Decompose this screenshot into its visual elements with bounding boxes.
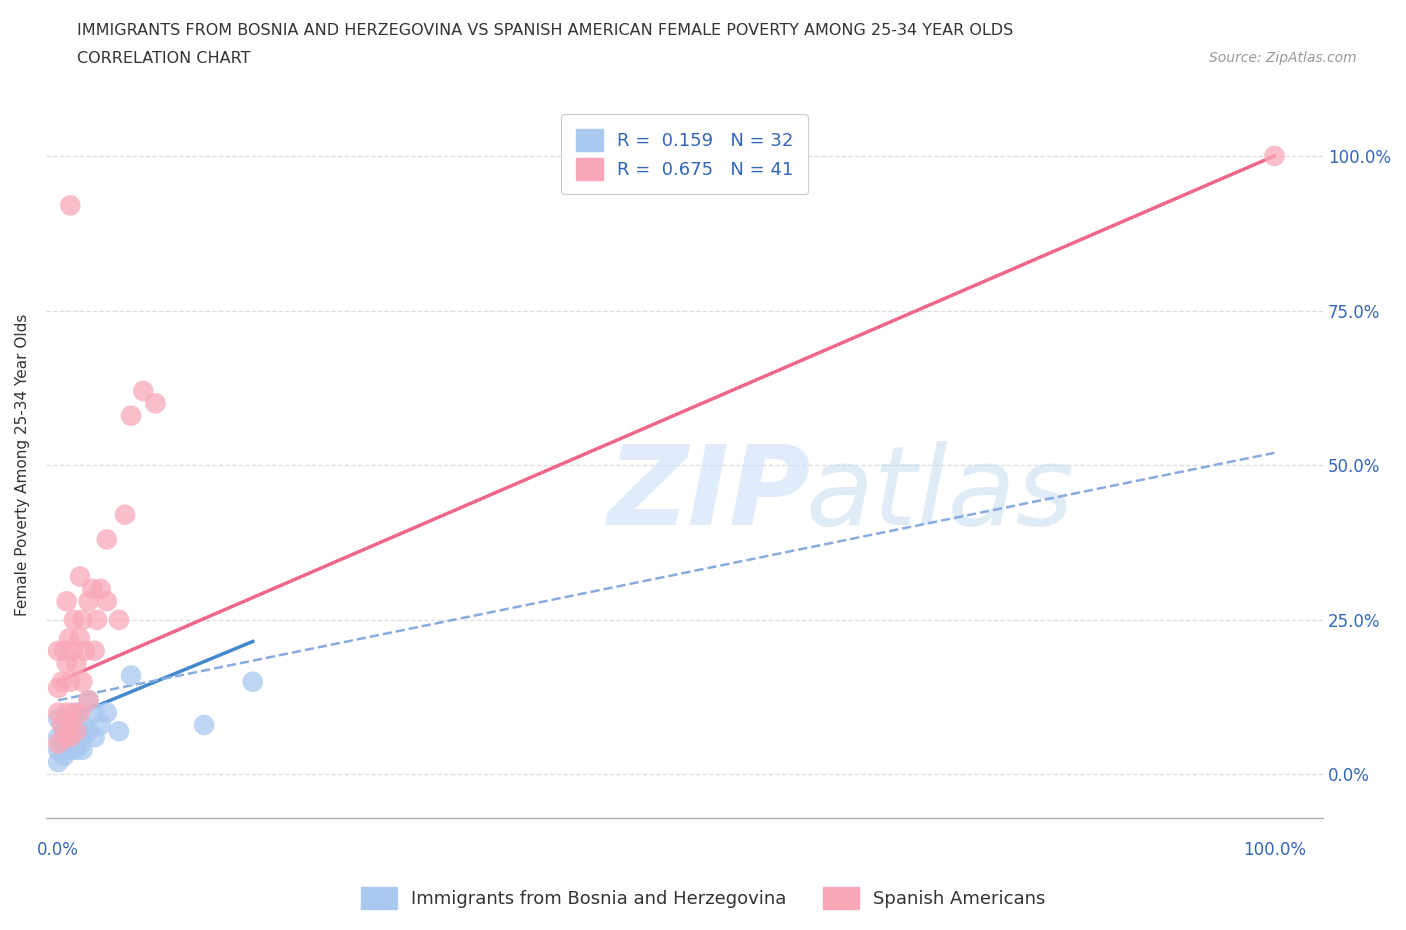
Point	[83, 705, 105, 720]
Point	[114, 507, 136, 522]
Point	[55, 594, 77, 609]
Point	[86, 612, 108, 627]
Point	[53, 724, 76, 738]
Point	[72, 730, 94, 745]
Point	[59, 730, 82, 745]
Point	[72, 742, 94, 757]
Point	[59, 730, 82, 745]
Point	[56, 742, 79, 757]
Point	[83, 730, 105, 745]
Point	[96, 594, 118, 609]
Point	[58, 718, 80, 733]
Point	[46, 742, 69, 757]
Point	[77, 594, 100, 609]
Point	[83, 644, 105, 658]
Point	[96, 705, 118, 720]
Point	[46, 705, 69, 720]
Text: IMMIGRANTS FROM BOSNIA AND HERZEGOVINA VS SPANISH AMERICAN FEMALE POVERTY AMONG : IMMIGRANTS FROM BOSNIA AND HERZEGOVINA V…	[77, 23, 1014, 38]
Point	[108, 612, 131, 627]
Point	[242, 674, 264, 689]
Point	[53, 644, 76, 658]
Point	[77, 693, 100, 708]
Point	[46, 754, 69, 769]
Point	[69, 631, 91, 645]
Legend: R =  0.159   N = 32, R =  0.675   N = 41: R = 0.159 N = 32, R = 0.675 N = 41	[561, 114, 808, 194]
Point	[77, 724, 100, 738]
Point	[132, 383, 155, 398]
Point	[69, 569, 91, 584]
Point	[120, 668, 142, 683]
Text: CORRELATION CHART: CORRELATION CHART	[77, 51, 250, 66]
Point	[69, 705, 91, 720]
Point	[62, 737, 84, 751]
Point	[59, 711, 82, 726]
Point	[65, 724, 87, 738]
Point	[46, 737, 69, 751]
Point	[53, 749, 76, 764]
Point	[72, 718, 94, 733]
Point	[62, 705, 84, 720]
Point	[56, 730, 79, 745]
Point	[51, 674, 73, 689]
Point	[90, 718, 112, 733]
Point	[65, 705, 87, 720]
Point	[77, 693, 100, 708]
Point	[46, 711, 69, 726]
Point	[46, 730, 69, 745]
Point	[58, 631, 80, 645]
Point	[1263, 149, 1285, 164]
Y-axis label: Female Poverty Among 25-34 Year Olds: Female Poverty Among 25-34 Year Olds	[15, 314, 30, 617]
Text: ZIP: ZIP	[607, 442, 811, 549]
Point	[90, 581, 112, 596]
Point	[69, 724, 91, 738]
Point	[65, 742, 87, 757]
Point	[63, 612, 86, 627]
Point	[53, 737, 76, 751]
Point	[72, 612, 94, 627]
Point	[59, 742, 82, 757]
Text: atlas: atlas	[806, 442, 1074, 549]
Point	[62, 718, 84, 733]
Point	[96, 532, 118, 547]
Point	[65, 730, 87, 745]
Point	[193, 718, 215, 733]
Point	[69, 737, 91, 751]
Point	[108, 724, 131, 738]
Point	[145, 396, 167, 411]
Point	[55, 656, 77, 671]
Point	[59, 198, 82, 213]
Point	[46, 644, 69, 658]
Point	[65, 656, 87, 671]
Point	[73, 644, 96, 658]
Text: Source: ZipAtlas.com: Source: ZipAtlas.com	[1209, 51, 1357, 65]
Point	[72, 674, 94, 689]
Point	[53, 730, 76, 745]
Point	[46, 681, 69, 696]
Point	[82, 581, 104, 596]
Point	[62, 644, 84, 658]
Point	[55, 705, 77, 720]
Point	[59, 674, 82, 689]
Legend: Immigrants from Bosnia and Herzegovina, Spanish Americans: Immigrants from Bosnia and Herzegovina, …	[353, 880, 1053, 916]
Point	[51, 718, 73, 733]
Point	[120, 408, 142, 423]
